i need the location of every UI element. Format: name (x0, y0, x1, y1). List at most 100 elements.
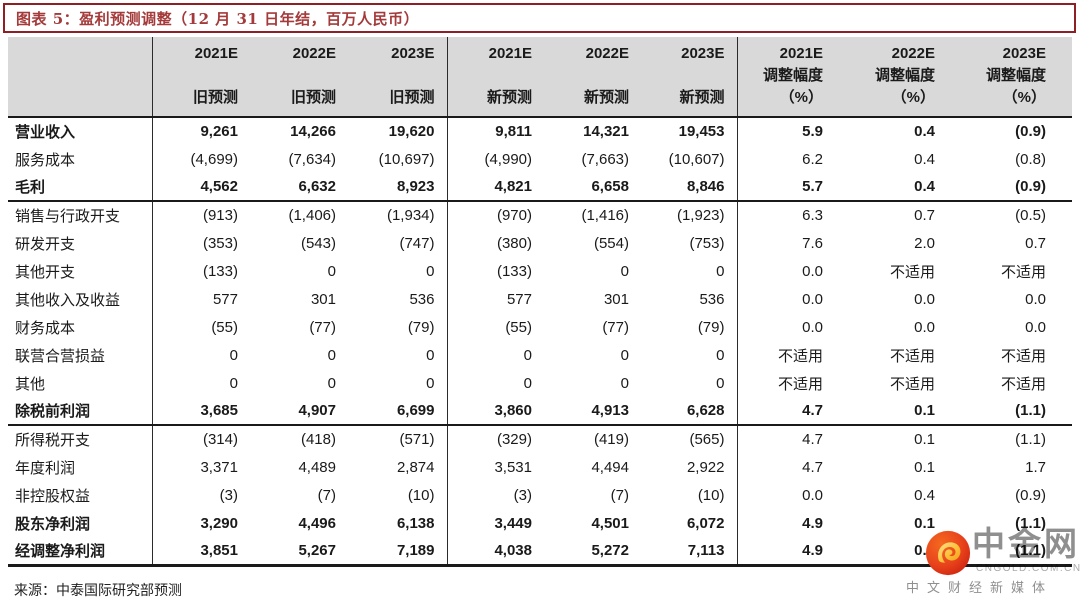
cell-value: (419) (593, 431, 629, 448)
cell-value: 2,922 (641, 453, 738, 481)
cell-value: (418) (300, 431, 336, 448)
cell-value: 4.7 (802, 431, 823, 448)
header-line (641, 66, 725, 86)
cell-value: (133) (202, 262, 238, 280)
cell-value: 0.1 (914, 458, 935, 476)
cell-value: 0.1 (914, 402, 935, 419)
cell-value: 0 (641, 257, 738, 285)
table-row: 销售与行政开支 (913) (1,406) (1,934) (970) (1,416) (1… (8, 201, 1072, 229)
header-line: 调整幅度 (874, 66, 935, 84)
header-line: 调整幅度 (985, 66, 1046, 84)
cell-value: 不适用 (1000, 375, 1046, 393)
table-row: 其他 0 0 0 0 0 0 不适用 不适用 不适用 (8, 369, 1072, 397)
cell-value: (0.9) (1015, 123, 1046, 140)
cell-value: 3,851 (200, 541, 238, 559)
cell-value: 5,272 (591, 541, 629, 559)
cell-value: 14,321 (583, 123, 629, 140)
cell-value: (10,697) (348, 145, 448, 173)
cell-value: (565) (641, 425, 738, 453)
cell-value: (329) (496, 431, 532, 448)
cell-value: (1,416) (581, 207, 629, 224)
row-label: 其他 (8, 369, 153, 397)
cell-value: (353) (202, 234, 238, 252)
row-label: 销售与行政开支 (8, 201, 153, 229)
table-row: 财务成本 (55) (77) (79) (55) (77) (79) 0.0 0.0 0.0 (8, 313, 1072, 341)
cell-value: 不适用 (777, 375, 823, 393)
cell-value: 6,628 (641, 397, 738, 425)
cell-value: (10,607) (641, 145, 738, 173)
header-line: 2021E (488, 44, 532, 62)
cell-value: 6,632 (298, 178, 336, 195)
cell-value: (10) (348, 481, 448, 509)
cell-value: (380) (496, 234, 532, 252)
table-row: 其他收入及收益 577 301 536 577 301 536 0.0 0.0 0.0 (8, 285, 1072, 313)
table-row: 股东净利润 3,290 4,496 6,138 3,449 4,501 6,072 4.9 0.… (8, 509, 1072, 537)
cell-value: 4,907 (298, 402, 336, 419)
cell-value: (0.8) (1015, 150, 1046, 168)
cell-value: 1.7 (1025, 458, 1046, 476)
cell-value: 0.0 (1025, 318, 1046, 336)
cell-value: (55) (211, 318, 238, 336)
header-old-2023E: 2023E 旧预测 (348, 37, 448, 117)
cell-value: 0 (327, 374, 336, 392)
cell-value: 不适用 (777, 347, 823, 365)
header-line: 2022E (585, 44, 629, 62)
row-label: 经调整净利润 (8, 537, 153, 565)
table-header: 2021E 旧预测 2022E 旧预测 2023E 旧预测 2021E 新预测 2022E 新预测… (8, 37, 1072, 117)
cell-value: (0.5) (1015, 207, 1046, 224)
cell-value: 4,562 (200, 178, 238, 195)
row-label: 其他收入及收益 (8, 285, 153, 313)
cell-value: (1,934) (348, 201, 448, 229)
cell-value: (1.1) (1015, 541, 1046, 559)
cell-value: (55) (505, 318, 532, 336)
row-label: 其他开支 (8, 257, 153, 285)
row-label: 联营合营损益 (8, 341, 153, 369)
cell-value: 7,113 (641, 537, 738, 565)
cell-value: 3,371 (200, 458, 238, 476)
cell-value: (747) (348, 229, 448, 257)
cell-value: 0 (620, 262, 629, 280)
row-label: 除税前利润 (8, 397, 153, 425)
header-line: 2021E (194, 44, 238, 62)
header-old-2021E: 2021E 旧预测 (152, 37, 250, 117)
cell-value: (133) (496, 262, 532, 280)
cell-value: (314) (202, 431, 238, 448)
cell-value: 5,267 (298, 541, 336, 559)
cell-value: 0 (641, 369, 738, 397)
row-label: 营业收入 (8, 117, 153, 145)
cell-value: 0.0 (802, 262, 823, 280)
cell-value: (77) (309, 318, 336, 336)
cell-value: 6.2 (802, 150, 823, 168)
table-row: 其他开支 (133) 0 0 (133) 0 0 0.0 不适用 不适用 (8, 257, 1072, 285)
row-label: 所得税开支 (8, 425, 153, 453)
cell-value: 6,072 (641, 509, 738, 537)
cell-value: 301 (310, 290, 336, 308)
cell-value: 577 (506, 290, 532, 308)
row-label: 毛利 (8, 173, 153, 201)
cell-value: (543) (300, 234, 336, 252)
cell-value: 9,261 (200, 123, 238, 140)
header-row: 2021E 旧预测 2022E 旧预测 2023E 旧预测 2021E 新预测 2022E 新预测… (8, 37, 1072, 117)
header-line: （%） (1002, 88, 1046, 106)
cell-value: 4.9 (802, 514, 823, 532)
cell-value: 3,449 (494, 514, 532, 532)
cell-value: 19,620 (348, 117, 448, 145)
cell-value: 0 (327, 262, 336, 280)
cell-value: 4,821 (494, 178, 532, 195)
cell-value: 7,189 (348, 537, 448, 565)
header-line (153, 66, 239, 86)
cell-value: 536 (348, 285, 448, 313)
cell-value: 0.0 (914, 290, 935, 308)
cell-value: 577 (212, 290, 238, 308)
cell-value: 19,453 (641, 117, 738, 145)
cell-value: (1.1) (1015, 431, 1046, 448)
cell-value: 0.7 (914, 207, 935, 224)
header-new-2021E: 2021E 新预测 (447, 37, 544, 117)
cell-value: (10) (641, 481, 738, 509)
cell-value: 0.0 (802, 318, 823, 336)
cell-value: 8,923 (348, 173, 448, 201)
row-label: 服务成本 (8, 145, 153, 173)
header-line (448, 66, 533, 86)
figure-title-banner: 图表 5：盈利预测调整（12 月 31 日年结，百万人民币） (3, 3, 1076, 33)
